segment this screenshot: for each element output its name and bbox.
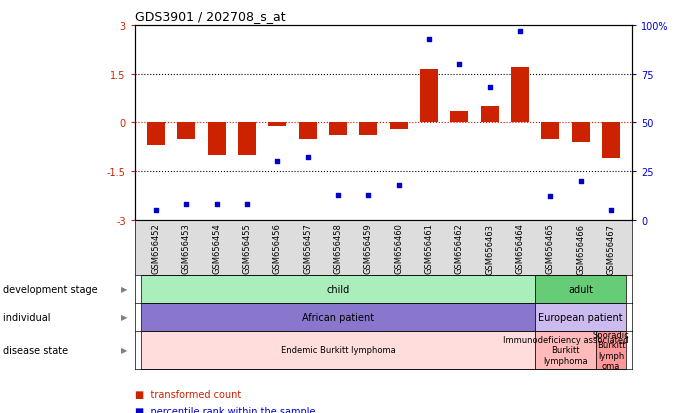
- Text: GSM656463: GSM656463: [485, 223, 494, 274]
- Bar: [480, 107, 499, 123]
- Text: disease state: disease state: [3, 345, 72, 355]
- Text: GSM656454: GSM656454: [212, 223, 221, 274]
- Bar: [177, 123, 196, 139]
- Bar: [268, 123, 287, 126]
- Point: [515, 28, 526, 35]
- Bar: [390, 123, 408, 130]
- Point: [545, 194, 556, 200]
- Bar: [536, 303, 626, 331]
- Text: individual: individual: [3, 312, 54, 322]
- Bar: [141, 331, 536, 369]
- Text: GSM656452: GSM656452: [151, 223, 160, 274]
- Text: Endemic Burkitt lymphoma: Endemic Burkitt lymphoma: [281, 346, 395, 354]
- Text: African patient: African patient: [302, 312, 374, 322]
- Text: GSM656456: GSM656456: [273, 223, 282, 274]
- Bar: [299, 123, 316, 139]
- Text: development stage: development stage: [3, 284, 101, 294]
- Text: ▶: ▶: [122, 285, 128, 294]
- Point: [302, 155, 313, 161]
- Text: GSM656453: GSM656453: [182, 223, 191, 274]
- Bar: [541, 123, 560, 139]
- Text: GSM656467: GSM656467: [607, 223, 616, 274]
- Point: [241, 202, 252, 208]
- Text: ▶: ▶: [122, 313, 128, 322]
- Text: ▶: ▶: [122, 346, 128, 354]
- Bar: [141, 275, 536, 303]
- Point: [454, 62, 465, 68]
- Bar: [207, 123, 226, 155]
- Text: GSM656460: GSM656460: [394, 223, 403, 274]
- Text: Sporadic
Burkitt
lymph
oma: Sporadic Burkitt lymph oma: [593, 330, 630, 370]
- Text: GSM656457: GSM656457: [303, 223, 312, 274]
- Point: [211, 202, 223, 208]
- Bar: [571, 123, 590, 142]
- Point: [332, 192, 343, 198]
- Bar: [329, 123, 347, 136]
- Bar: [238, 123, 256, 155]
- Text: ■  percentile rank within the sample: ■ percentile rank within the sample: [135, 406, 315, 413]
- Bar: [536, 275, 626, 303]
- Bar: [359, 123, 377, 136]
- Bar: [147, 123, 165, 146]
- Point: [393, 182, 404, 189]
- Text: GDS3901 / 202708_s_at: GDS3901 / 202708_s_at: [135, 10, 285, 23]
- Text: GSM656458: GSM656458: [334, 223, 343, 274]
- Point: [363, 192, 374, 198]
- Text: GSM656465: GSM656465: [546, 223, 555, 274]
- Bar: [602, 123, 620, 159]
- Text: GSM656459: GSM656459: [364, 223, 373, 274]
- Text: GSM656455: GSM656455: [243, 223, 252, 274]
- Text: GSM656461: GSM656461: [424, 223, 433, 274]
- Text: child: child: [326, 284, 350, 294]
- Bar: [596, 331, 626, 369]
- Bar: [536, 331, 596, 369]
- Text: GSM656466: GSM656466: [576, 223, 585, 274]
- Text: adult: adult: [568, 284, 593, 294]
- Bar: [141, 303, 536, 331]
- Text: European patient: European patient: [538, 312, 623, 322]
- Point: [151, 207, 162, 214]
- Point: [424, 36, 435, 43]
- Text: Immunodeficiency associated
Burkitt
lymphoma: Immunodeficiency associated Burkitt lymp…: [503, 335, 628, 365]
- Text: GSM656462: GSM656462: [455, 223, 464, 274]
- Text: ■  transformed count: ■ transformed count: [135, 389, 241, 399]
- Point: [272, 159, 283, 165]
- Point: [484, 85, 495, 91]
- Bar: [420, 69, 438, 123]
- Point: [605, 207, 616, 214]
- Bar: [511, 68, 529, 123]
- Point: [575, 178, 586, 185]
- Point: [181, 202, 192, 208]
- Bar: [451, 112, 468, 123]
- Text: GSM656464: GSM656464: [515, 223, 524, 274]
